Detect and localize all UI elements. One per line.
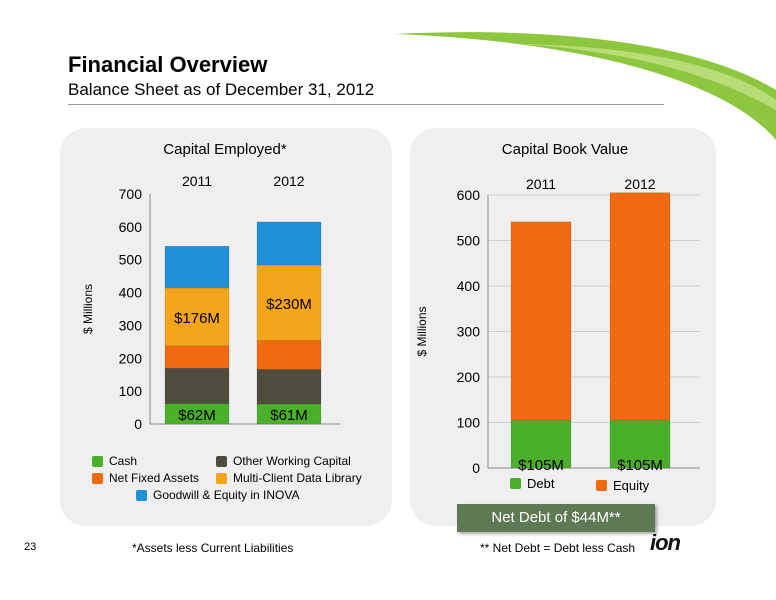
ion-logo: ion [650, 530, 681, 555]
footnote-net-debt: ** Net Debt = Debt less Cash [480, 541, 636, 555]
y-tick-label: 600 [119, 219, 143, 235]
legend-goodwill-inova: Goodwill & Equity in INOVA [136, 488, 300, 502]
legend-label: Equity [613, 478, 650, 493]
data-label: $176M [174, 310, 220, 327]
y-tick-label: 100 [457, 415, 481, 431]
y-tick-label: 600 [457, 187, 481, 203]
legend-debt: Debt [510, 476, 554, 491]
bar-debt-2012 [609, 419, 671, 469]
bar-net-fixed-assets-2012 [256, 340, 322, 370]
legend-swatch [216, 472, 227, 484]
page-title: Financial Overview [68, 52, 268, 77]
legend-other-working-capital: Other Working Capital [216, 454, 351, 468]
legend-label: Debt [527, 476, 555, 491]
legend-swatch [92, 455, 103, 467]
legend-label: Net Fixed Assets [109, 471, 200, 485]
category-label: 2012 [624, 176, 655, 192]
y-tick-label: 400 [457, 278, 481, 294]
legend-net-fixed-assets: Net Fixed Assets [92, 471, 199, 485]
y-tick-label: 700 [119, 186, 143, 202]
category-label: 2011 [526, 176, 556, 192]
category-label: 2011 [182, 173, 212, 189]
chart-title: Capital Employed* [163, 141, 287, 158]
page-number: 23 [24, 541, 37, 553]
y-tick-label: 500 [457, 233, 481, 249]
bar-goodwill-equity-in-inova-2011 [164, 245, 230, 289]
y-tick-label: 200 [119, 350, 143, 366]
y-tick-label: 300 [119, 317, 143, 333]
chart-title: Capital Book Value [502, 141, 628, 158]
bar-multi-client-data-library-2012 [256, 264, 322, 341]
y-tick-label: 300 [457, 324, 481, 340]
data-label: $105M [518, 457, 564, 474]
legend-label: Goodwill & Equity in INOVA [153, 488, 300, 502]
page-subtitle: Balance Sheet as of December 31, 2012 [68, 80, 375, 99]
legend-swatch [596, 480, 607, 491]
bar-goodwill-equity-in-inova-2012 [256, 221, 322, 266]
bar-equity-2011 [510, 221, 572, 421]
bar-debt-2011 [510, 419, 572, 469]
bar-other-working-capital-2011 [164, 367, 230, 404]
legend-swatch [92, 472, 103, 484]
y-tick-label: 0 [472, 460, 480, 476]
y-axis-label: $ Millions [81, 284, 95, 334]
data-label: $62M [178, 407, 216, 424]
y-tick-label: 0 [134, 416, 142, 432]
legend-swatch [216, 455, 227, 467]
footnote-capital-employed: *Assets less Current Liabilities [132, 541, 294, 555]
brand-swoosh [395, 32, 776, 140]
legend-swatch [510, 478, 521, 489]
legend-cash: Cash [92, 454, 137, 468]
category-label: 2012 [273, 173, 304, 189]
title-divider [68, 104, 664, 105]
data-label: $230M [266, 296, 312, 313]
legend-label: Other Working Capital [233, 454, 351, 468]
legend-label: Multi-Client Data Library [233, 471, 362, 485]
y-axis-label: $ Millions [415, 306, 429, 356]
y-tick-label: 500 [119, 252, 143, 268]
y-tick-label: 100 [119, 383, 143, 399]
net-debt-callout: Net Debt of $44M** [457, 504, 655, 532]
legend-swatch [136, 489, 147, 501]
data-label: $61M [270, 407, 308, 424]
legend-label: Cash [109, 454, 138, 468]
y-tick-label: 200 [457, 369, 481, 385]
legend-multi-client-data-library: Multi-Client Data Library [216, 471, 362, 485]
bar-equity-2012 [609, 192, 671, 421]
bar-other-working-capital-2012 [256, 369, 322, 405]
legend-equity: Equity [596, 478, 649, 493]
data-label: $105M [617, 457, 663, 474]
y-tick-label: 400 [119, 285, 143, 301]
